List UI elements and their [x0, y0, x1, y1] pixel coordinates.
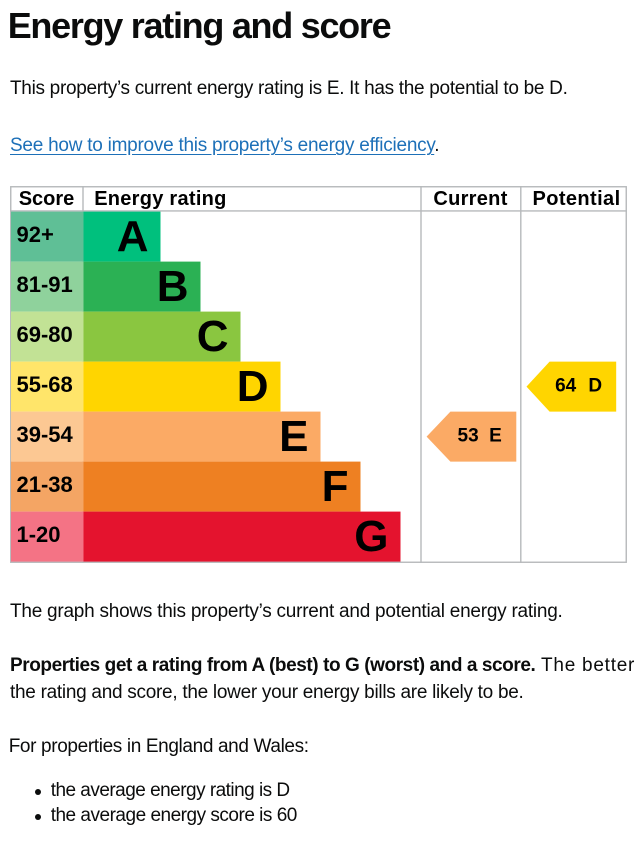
svg-text:69-80: 69-80 — [17, 322, 73, 347]
svg-text:Score: Score — [19, 188, 75, 210]
svg-text:E: E — [489, 426, 502, 447]
svg-text:55-68: 55-68 — [17, 372, 73, 397]
svg-text:C: C — [197, 312, 229, 361]
svg-text:B: B — [157, 262, 189, 311]
svg-text:E: E — [279, 412, 308, 461]
svg-text:39-54: 39-54 — [17, 422, 74, 447]
svg-text:G: G — [354, 512, 388, 561]
svg-text:F: F — [322, 462, 349, 511]
svg-text:Energy rating: Energy rating — [94, 188, 226, 210]
svg-text:Potential: Potential — [532, 188, 620, 210]
svg-text:1-20: 1-20 — [17, 522, 61, 547]
svg-text:D: D — [588, 376, 602, 397]
svg-text:D: D — [237, 362, 269, 411]
svg-text:Current: Current — [433, 188, 507, 210]
svg-text:64: 64 — [555, 376, 577, 397]
svg-text:A: A — [117, 212, 149, 261]
svg-text:53: 53 — [458, 426, 479, 447]
svg-text:21-38: 21-38 — [17, 472, 73, 497]
svg-text:81-91: 81-91 — [17, 272, 73, 297]
svg-text:92+: 92+ — [17, 222, 54, 247]
